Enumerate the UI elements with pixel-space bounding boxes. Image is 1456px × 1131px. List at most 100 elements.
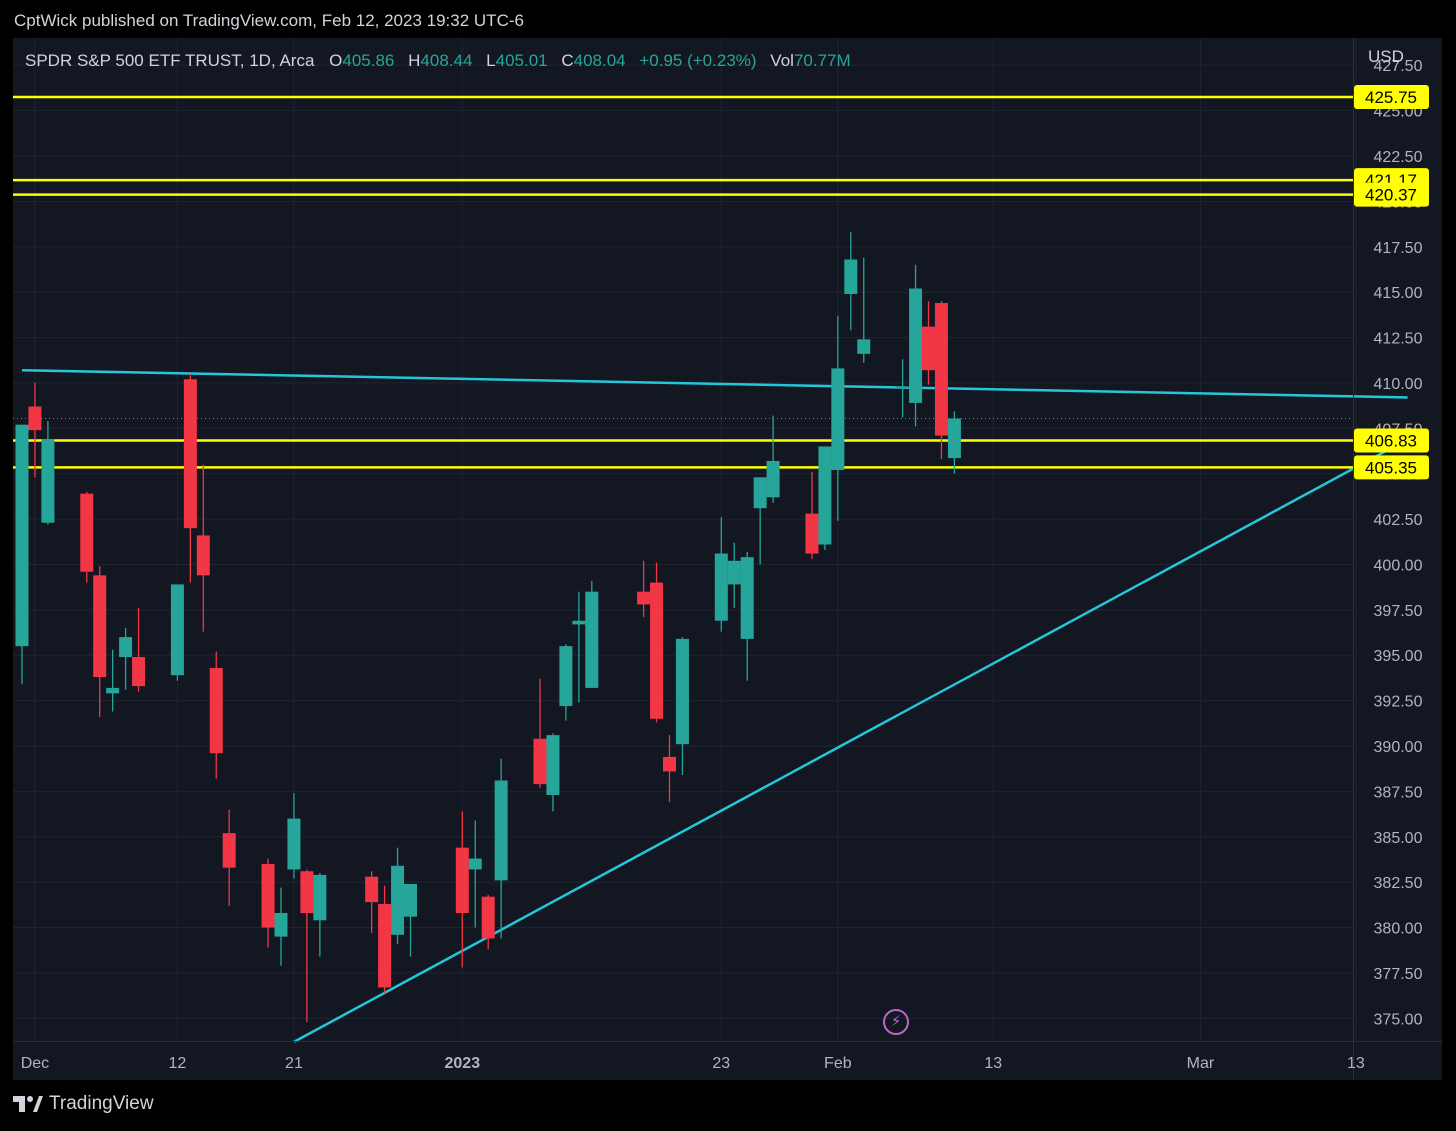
candle-body	[533, 738, 547, 785]
x-tick-label: 23	[712, 1055, 730, 1072]
candle-body	[740, 557, 754, 639]
candle-body	[585, 591, 599, 688]
level-badge	[1354, 182, 1429, 207]
y-tick-label: 422.50	[1374, 149, 1423, 166]
candle-body	[727, 560, 741, 585]
candle-body	[546, 735, 560, 796]
x-tick-label: 21	[285, 1055, 303, 1072]
y-tick-label: 380.00	[1374, 921, 1423, 938]
candle-body	[896, 386, 910, 389]
level-badge	[1354, 85, 1429, 109]
candle-body	[132, 657, 146, 687]
y-tick-label: 412.50	[1374, 331, 1423, 348]
candle-body	[857, 339, 871, 354]
candle-body	[196, 535, 210, 576]
low-value: 405.01	[495, 51, 548, 70]
trend-lines	[21, 368, 1409, 1044]
candle-body	[119, 637, 133, 658]
open-value: 405.86	[342, 51, 395, 70]
candle-body	[637, 591, 651, 605]
y-tick-label: 382.50	[1374, 875, 1423, 892]
x-tick-label: Dec	[21, 1055, 49, 1072]
candle-body	[261, 864, 275, 928]
candle-body	[663, 756, 676, 772]
candle-body	[714, 553, 728, 621]
candle-body	[844, 259, 858, 294]
candle-body	[209, 667, 223, 754]
candle-body	[468, 858, 482, 870]
grid	[13, 38, 1357, 1041]
candle-body	[572, 620, 586, 625]
candle-body	[766, 460, 780, 498]
level-badge-label: 406.83	[1365, 431, 1417, 450]
high-value: 408.44	[420, 51, 473, 70]
candle-body	[922, 326, 935, 371]
price-chart[interactable]: 375.00 377.50 380.00 382.50 385.00 387.50 390.…	[13, 38, 1442, 1080]
high-label: H	[408, 51, 421, 70]
candles	[15, 232, 961, 1022]
x-tick-label: Mar	[1187, 1055, 1215, 1072]
y-tick-label: 387.50	[1374, 784, 1423, 801]
candle-body	[650, 582, 664, 719]
candle-body	[909, 288, 923, 403]
y-tick-label: 390.00	[1374, 739, 1423, 756]
candle-body	[455, 847, 469, 914]
candle-body	[753, 477, 767, 509]
candle-body	[170, 584, 184, 676]
candle-body	[106, 687, 120, 694]
level-badge	[1354, 428, 1429, 453]
y-tick-label: 395.00	[1374, 648, 1423, 665]
x-tick-label: 13	[1347, 1055, 1365, 1072]
symbol-title: SPDR S&P 500 ETF TRUST, 1D, Arca	[25, 51, 315, 70]
open-label: O	[329, 51, 343, 70]
tradingview-logo[interactable]: TradingView	[13, 1093, 154, 1115]
candle-body	[947, 418, 961, 459]
candle-body	[300, 871, 314, 914]
x-tick-label: 2023	[445, 1055, 481, 1072]
y-tick-label: 427.50	[1374, 58, 1423, 75]
low-label: L	[486, 51, 496, 70]
y-tick-label: 410.00	[1374, 376, 1423, 393]
level-badge-label: 425.75	[1365, 88, 1417, 107]
currency-label[interactable]: USD	[1368, 47, 1404, 66]
volume-label: Vol	[770, 51, 794, 70]
trend-line-resistance	[21, 368, 1408, 399]
candle-body	[28, 406, 42, 431]
candle-body	[41, 439, 55, 523]
y-tick-label: 375.00	[1374, 1011, 1423, 1028]
candle-body	[559, 646, 573, 707]
ohlc-legend: SPDR S&P 500 ETF TRUST, 1D, Arca O405.86…	[25, 51, 860, 71]
candle-body	[934, 303, 948, 436]
x-tick-label: Feb	[824, 1055, 852, 1072]
y-tick-label: 397.50	[1374, 603, 1423, 620]
close-value: 408.04	[573, 51, 626, 70]
candle-body	[313, 874, 327, 921]
candle-body	[675, 638, 689, 745]
volume-value: 70.77M	[793, 51, 851, 70]
candle-body	[80, 493, 94, 572]
y-tick-label: 392.50	[1374, 694, 1423, 711]
chart-panel[interactable]: 375.00 377.50 380.00 382.50 385.00 387.50 390.…	[13, 38, 1442, 1080]
candle-body	[183, 379, 197, 529]
lightning-icon[interactable]: ⚡	[883, 1009, 909, 1035]
candle-body	[93, 575, 107, 678]
candle-body	[805, 513, 819, 554]
candle-body	[831, 368, 845, 471]
tradingview-logo-icon	[13, 1096, 43, 1112]
y-tick-label: 402.50	[1374, 512, 1423, 529]
candle-body	[287, 818, 301, 870]
candle-body	[818, 446, 832, 545]
y-tick-label: 377.50	[1374, 966, 1423, 983]
candle-body	[222, 833, 236, 868]
level-badge-label: 405.35	[1365, 458, 1417, 477]
y-tick-label: 400.00	[1374, 557, 1423, 574]
x-tick-label: 13	[984, 1055, 1002, 1072]
brand-name: TradingView	[49, 1093, 154, 1114]
close-label: C	[561, 51, 574, 70]
candle-body	[391, 865, 405, 935]
level-badge	[1354, 455, 1429, 480]
horizontal-levels	[13, 95, 1353, 469]
trend-line-support	[293, 438, 1409, 1044]
candle-body	[494, 780, 508, 881]
